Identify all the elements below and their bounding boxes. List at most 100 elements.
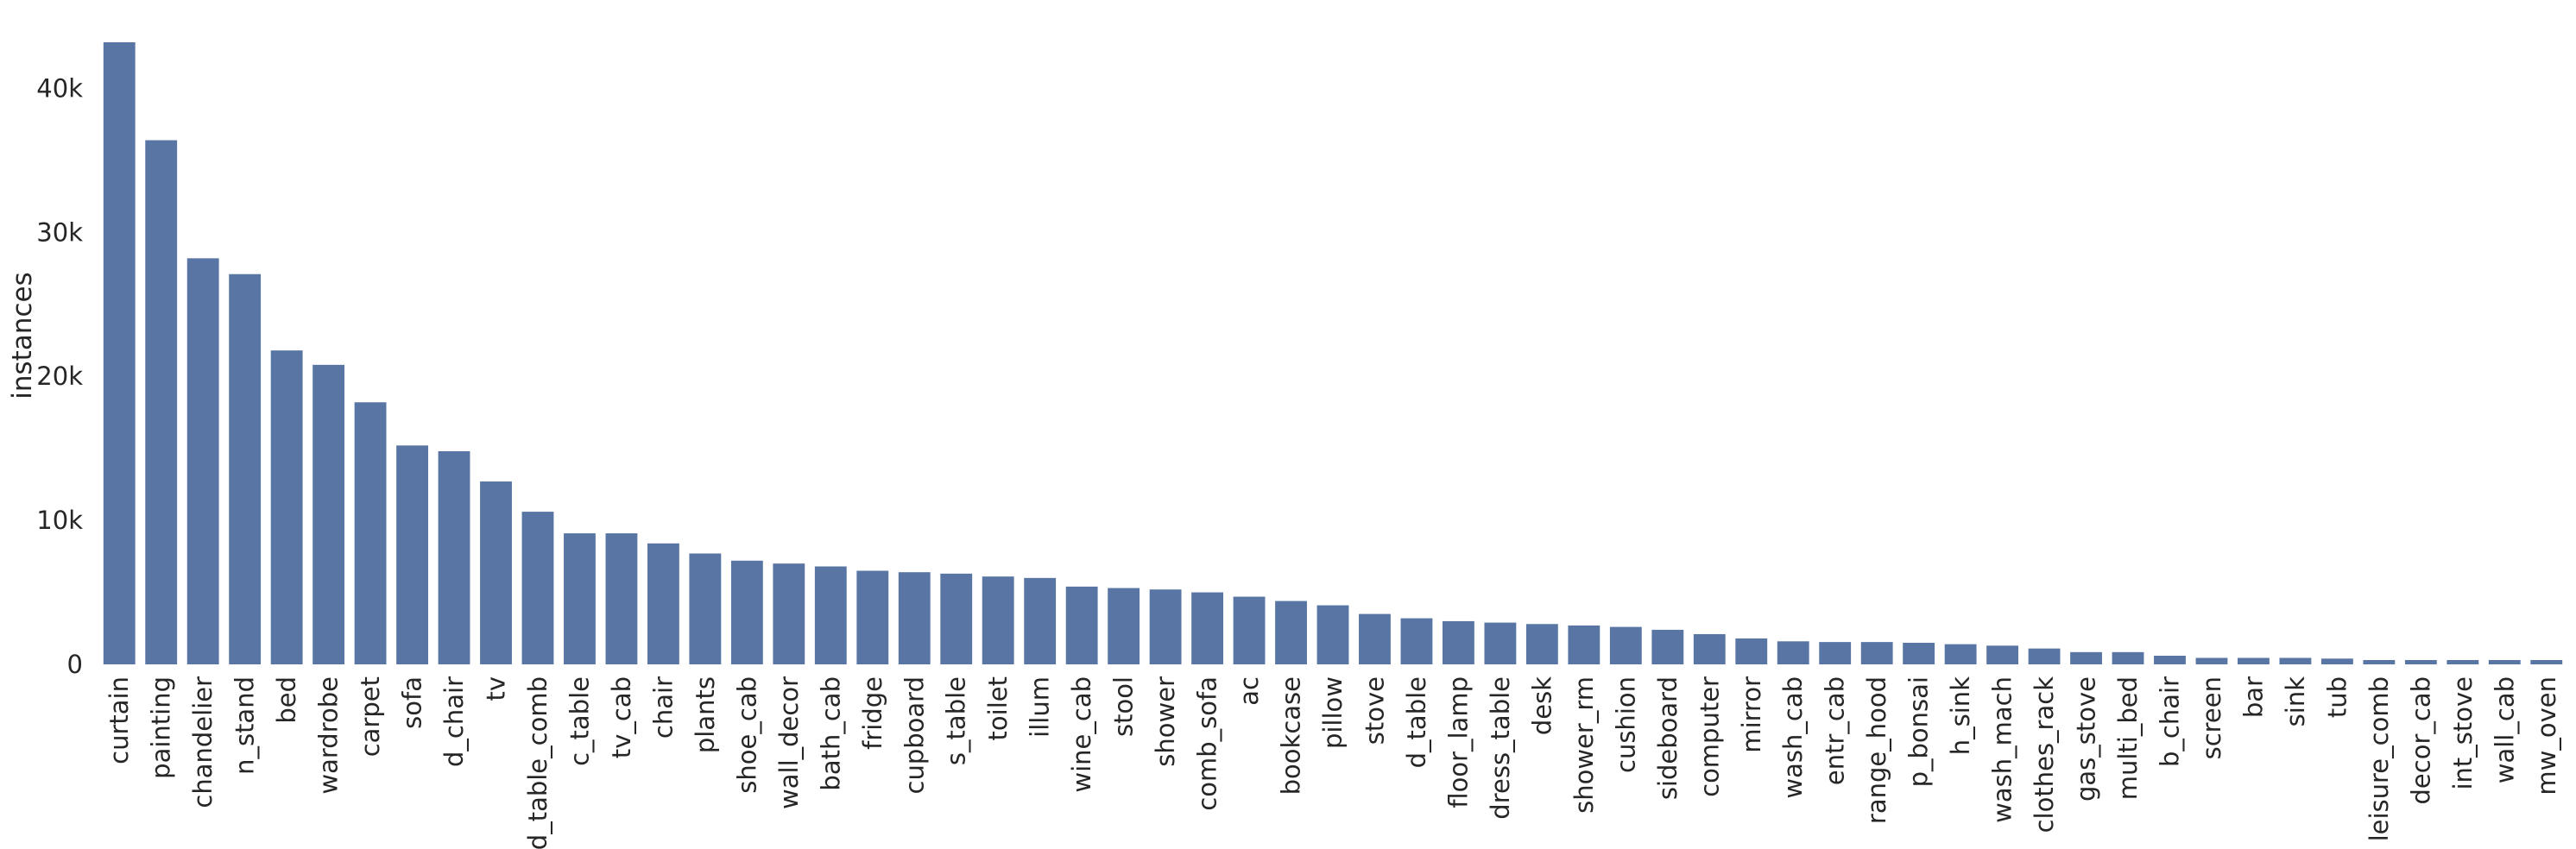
x-tick-label: d_chair [439,676,469,767]
x-tick-label: wardrobe [314,676,344,795]
bar-computer [1693,633,1726,664]
x-tick-label: bookcase [1277,676,1306,795]
bar-comb_sofa [1191,592,1223,664]
x-tick-label: d_table_comb [523,676,552,849]
x-tick-label: desk [1527,676,1556,735]
bar-pillow [1316,605,1349,664]
x-tick-label: wall_decor [774,676,804,809]
bar-leisure_comb [2363,659,2396,664]
bar-floor_lamp [1443,620,1474,664]
y-axis-title: instances [7,272,38,399]
bar-cushion [1609,626,1642,664]
y-tick-label: 20k [36,362,83,391]
y-axis-ticks: 0 10k 20k 30k 40k [36,73,83,679]
x-tick-label: bar [2238,676,2268,718]
bar-dress_table [1484,622,1517,664]
bar-decor_cab [2404,659,2437,664]
x-tick-label: dress_table [1486,676,1515,820]
x-tick-label: b_chair [2155,676,2184,767]
x-tick-label: decor_cab [2406,676,2435,804]
x-tick-label: shoe_cab [732,676,761,794]
x-tick-label: h_sink [1946,676,1975,755]
x-tick-label: bath_cab [816,676,845,791]
x-tick-label: toilet [983,676,1013,740]
bar-cupboard [898,572,931,664]
x-tick-label: tub [2322,676,2352,718]
x-tick-label: ac [1234,676,1264,706]
bar-stool [1108,588,1140,664]
y-tick-label: 10k [36,506,83,535]
x-tick-label: s_table [942,676,971,765]
x-tick-label: d_table [1402,676,1431,768]
x-tick-label: screen [2197,676,2226,759]
x-tick-label: bed [272,676,301,724]
x-tick-label: shower_rm [1569,676,1599,814]
x-tick-label: mw_oven [2532,676,2561,796]
bar-bath_cab [814,566,847,664]
x-tick-label: tv [482,676,511,701]
x-tick-label: wine_cab [1067,676,1096,793]
bar-h_sink [1944,644,1977,664]
x-tick-label: pillow [1318,676,1348,749]
bar-n_stand [229,274,262,664]
x-axis-ticks: curtain painting chandelier n_stand bed wardr… [104,676,2561,849]
x-tick-label: chair [648,676,678,739]
x-tick-label: gas_stove [2072,676,2101,802]
bar-sideboard [1651,629,1684,664]
bar-entr_cab [1819,642,1852,664]
bar-range_hood [1860,642,1893,664]
bar-fridge [856,570,889,664]
bar-screen [2195,657,2228,664]
x-tick-label: chandelier [188,676,218,808]
y-tick-label: 40k [36,73,83,103]
bar-c_table [564,533,596,664]
bar-s_table [940,573,973,664]
bar-desk [1525,624,1558,664]
x-tick-label: painting [147,676,176,779]
bar-mw_oven [2530,659,2563,664]
bar-tub [2320,658,2353,664]
x-tick-label: shower [1151,676,1180,767]
x-tick-label: range_hood [1862,676,1891,824]
bar-wall_decor [773,563,805,664]
bar-painting [145,140,178,664]
bar-gas_stove [2070,651,2102,664]
bar-toilet [982,576,1014,664]
bars-layer [103,42,2563,664]
bar-int_stove [2447,659,2479,664]
bar-plants [689,553,722,664]
y-tick-label: 0 [67,650,83,679]
bar-mirror [1735,638,1768,664]
bar-wash_mach [1986,645,2019,664]
bar-wardrobe [313,364,345,664]
bar-ac [1233,596,1266,664]
bar-wash_cab [1777,641,1809,664]
x-tick-label: floor_lamp [1443,676,1473,808]
bar-d_table [1400,618,1433,664]
x-tick-label: stool [1109,676,1139,737]
x-tick-label: int_stove [2448,676,2478,790]
x-tick-label: mirror [1737,676,1766,753]
bar-b_chair [2154,655,2186,664]
bar-shower_rm [1568,625,1601,664]
bar-carpet [354,402,387,664]
x-tick-label: stove [1360,676,1389,745]
x-tick-label: n_stand [230,676,260,775]
x-tick-label: clothes_rack [2030,676,2059,833]
x-tick-label: computer [1695,676,1724,797]
x-tick-label: carpet [356,676,385,757]
x-tick-label: fridge [858,676,887,750]
x-tick-label: leisure_comb [2364,676,2394,841]
x-tick-label: plants [691,676,720,753]
bar-p_bonsai [1903,642,1935,664]
bar-chair [647,543,679,664]
x-tick-label: c_table [565,676,594,766]
bar-illum [1024,577,1057,664]
x-tick-label: multi_bed [2113,676,2143,800]
x-tick-label: wash_mach [1988,676,2017,823]
x-tick-label: comb_sofa [1193,676,1222,811]
bar-clothes_rack [2028,648,2061,664]
bar-d_table_comb [521,512,554,664]
